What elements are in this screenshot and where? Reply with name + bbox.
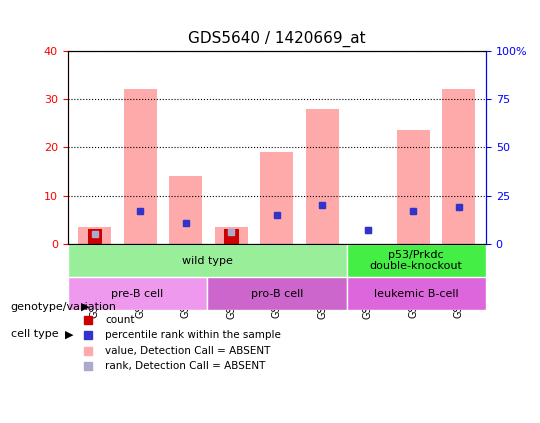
Bar: [124, 89, 157, 244]
Text: ▶: ▶: [65, 329, 73, 339]
Bar: [87, 230, 102, 244]
Bar: [306, 109, 339, 244]
FancyBboxPatch shape: [68, 277, 207, 310]
Text: value, Detection Call = ABSENT: value, Detection Call = ABSENT: [105, 346, 271, 356]
Bar: [78, 227, 111, 244]
FancyBboxPatch shape: [347, 277, 486, 310]
Text: percentile rank within the sample: percentile rank within the sample: [105, 330, 281, 341]
FancyBboxPatch shape: [207, 277, 347, 310]
Bar: [170, 176, 202, 244]
Text: p53/Prkdc
double-knockout: p53/Prkdc double-knockout: [370, 250, 463, 271]
Bar: [224, 230, 239, 244]
Text: cell type: cell type: [11, 329, 58, 339]
Text: pro-B cell: pro-B cell: [251, 288, 303, 299]
Text: count: count: [105, 315, 134, 325]
FancyBboxPatch shape: [347, 244, 486, 277]
Text: rank, Detection Call = ABSENT: rank, Detection Call = ABSENT: [105, 361, 266, 371]
Bar: [442, 89, 475, 244]
Title: GDS5640 / 1420669_at: GDS5640 / 1420669_at: [188, 30, 366, 47]
Text: genotype/variation: genotype/variation: [11, 302, 117, 312]
Bar: [260, 152, 293, 244]
FancyBboxPatch shape: [68, 244, 347, 277]
Text: ▶: ▶: [81, 302, 90, 312]
Bar: [397, 130, 430, 244]
Bar: [215, 227, 248, 244]
Text: pre-B cell: pre-B cell: [111, 288, 164, 299]
Text: wild type: wild type: [181, 255, 232, 266]
Text: leukemic B-cell: leukemic B-cell: [374, 288, 458, 299]
